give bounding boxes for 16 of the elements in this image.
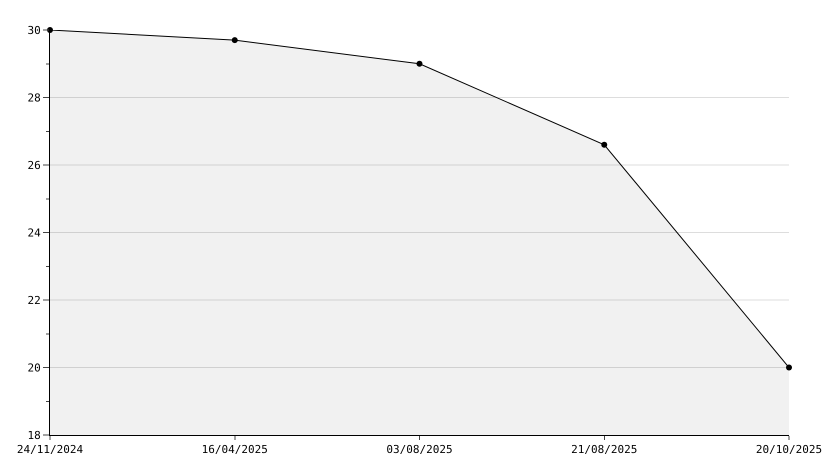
- y-tick-label: 20: [28, 361, 41, 374]
- x-tick-label: 24/11/2024: [16, 443, 84, 456]
- point: [786, 364, 792, 370]
- y-tick-label: 28: [28, 91, 41, 104]
- y-tick-label: 30: [28, 24, 41, 37]
- point: [601, 142, 608, 148]
- x-tick-label: 03/08/2025: [386, 443, 453, 456]
- y-tick-label: 24: [28, 226, 42, 240]
- x-tick-label: 20/10/2025: [756, 443, 822, 456]
- point: [416, 60, 422, 67]
- y-tick-label: 22: [28, 294, 41, 307]
- x-tick-label: 16/04/2025: [202, 443, 268, 456]
- point: [232, 37, 238, 44]
- x-tick-label: 21/08/2025: [571, 443, 638, 456]
- y-tick-label: 18: [28, 428, 41, 442]
- y-tick-label: 26: [28, 158, 41, 172]
